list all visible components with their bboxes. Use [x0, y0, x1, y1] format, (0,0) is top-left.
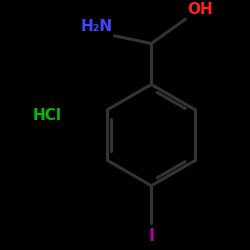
Text: I: I	[148, 227, 154, 245]
Text: HCl: HCl	[32, 108, 62, 123]
Text: H₂N: H₂N	[80, 19, 112, 34]
Text: OH: OH	[187, 2, 213, 17]
